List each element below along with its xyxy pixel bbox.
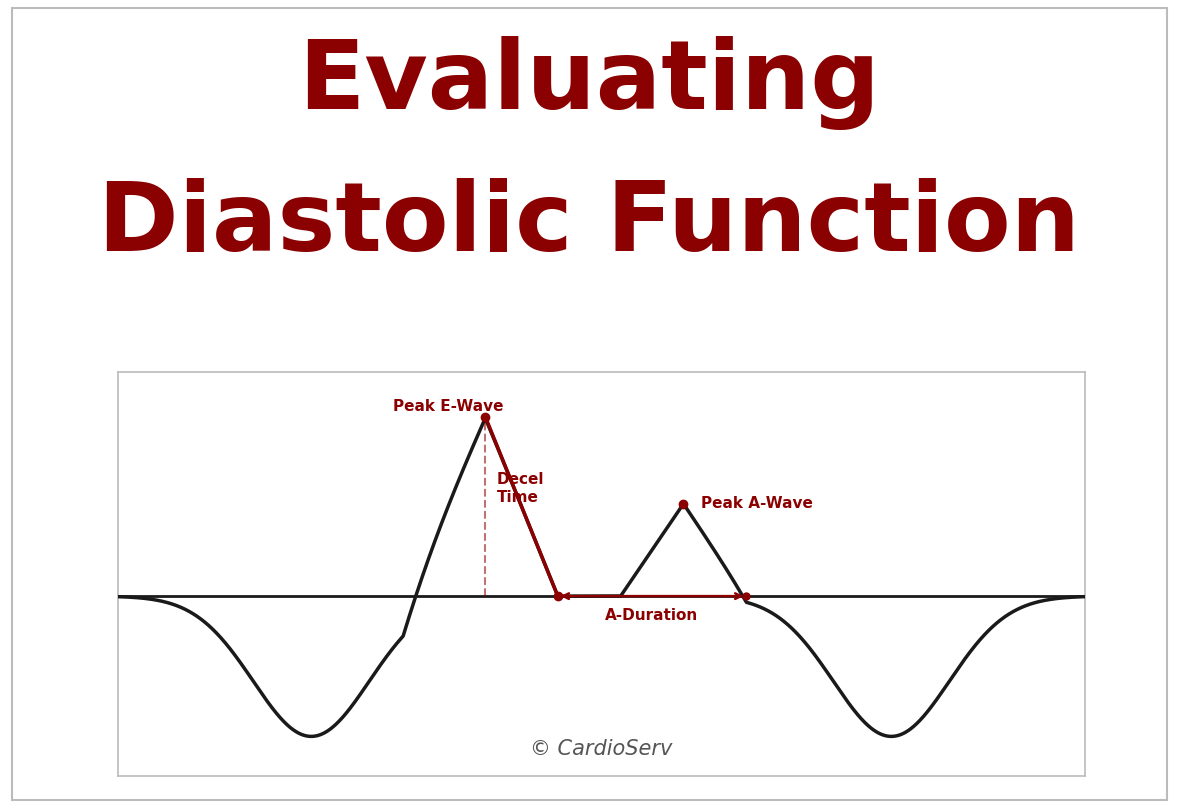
Text: © CardioServ: © CardioServ [531,739,672,759]
Text: Peak A-Wave: Peak A-Wave [700,496,812,511]
Text: Diastolic Function: Diastolic Function [99,178,1080,271]
Text: Decel
Time: Decel Time [496,472,545,504]
Text: Evaluating: Evaluating [298,36,881,130]
Text: A-Duration: A-Duration [606,608,699,624]
Text: Peak E-Wave: Peak E-Wave [394,399,503,414]
